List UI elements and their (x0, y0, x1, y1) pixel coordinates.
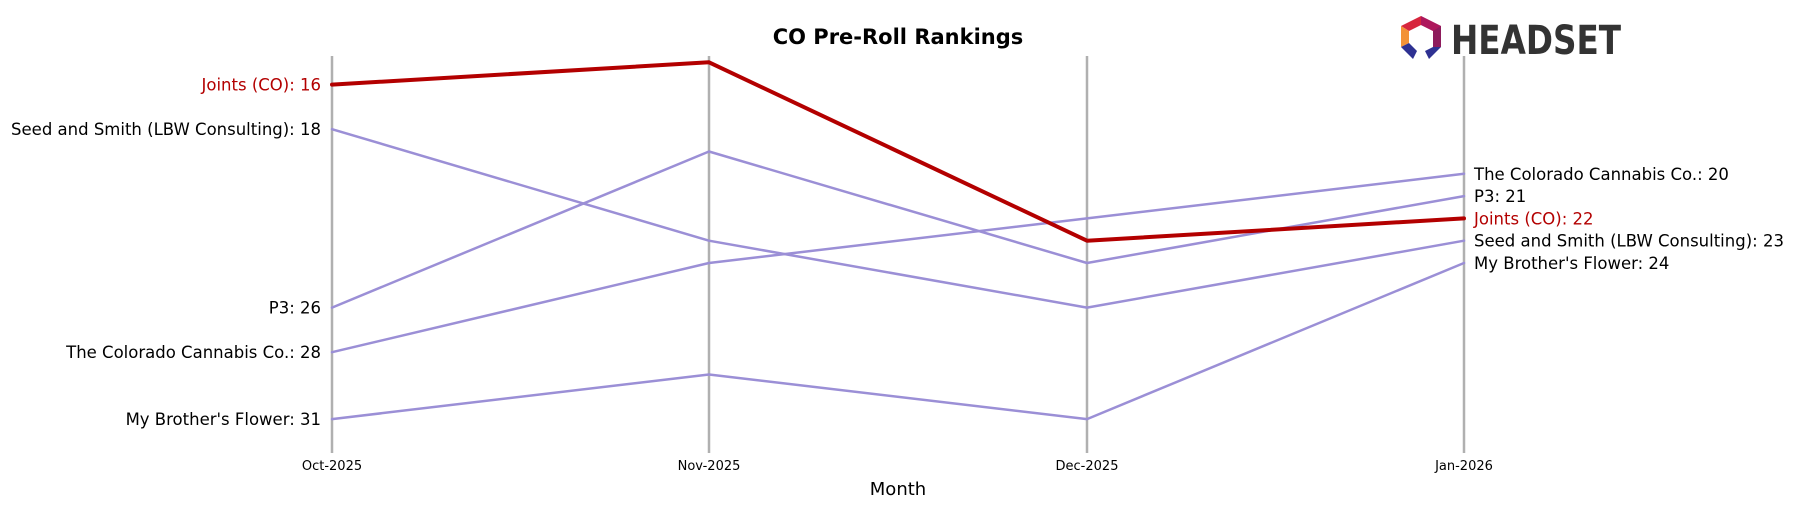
series-line-my-brother-s-flower (330, 261, 1466, 421)
series-line-seed-and-smith-lbw-consulting- (330, 127, 1466, 309)
end-label: Seed and Smith (LBW Consulting): 23 (1474, 232, 1784, 251)
start-label: P3: 26 (269, 299, 321, 318)
start-label: The Colorado Cannabis Co.: 28 (65, 343, 321, 362)
headset-logo: HEADSET (1401, 16, 1622, 64)
vertical-gridlines (330, 56, 1466, 453)
x-tick-label: Oct-2025 (302, 459, 362, 474)
x-tick-label: Nov-2025 (678, 459, 741, 474)
series-lines (330, 60, 1466, 421)
start-label: Joints (CO): 16 (201, 76, 322, 95)
x-axis-label: Month (870, 479, 926, 500)
x-tick-label: Dec-2025 (1056, 459, 1119, 474)
series-line-joints-co- (330, 60, 1466, 243)
chart-title: CO Pre-Roll Rankings (773, 25, 1024, 49)
end-label: My Brother's Flower: 24 (1474, 254, 1669, 273)
start-labels: Joints (CO): 16 Seed and Smith (LBW Consu… (11, 76, 321, 430)
headset-hexagon-logo-icon (1401, 16, 1441, 59)
start-label: Seed and Smith (LBW Consulting): 18 (11, 120, 321, 139)
start-label: My Brother's Flower: 31 (126, 410, 321, 429)
end-label: P3: 21 (1474, 187, 1526, 206)
x-tick-label: Jan-2026 (1434, 459, 1493, 474)
logo-wordmark: HEADSET (1451, 18, 1622, 64)
end-label: Joints (CO): 22 (1473, 209, 1594, 228)
series-line-the-colorado-cannabis-co- (330, 172, 1466, 354)
end-label: The Colorado Cannabis Co.: 20 (1473, 165, 1729, 184)
end-labels: Joints (CO): 22 Seed and Smith (LBW Consu… (1473, 165, 1784, 273)
x-tick-labels: Oct-2025 Nov-2025 Dec-2025 Jan-2026 (302, 459, 1493, 474)
